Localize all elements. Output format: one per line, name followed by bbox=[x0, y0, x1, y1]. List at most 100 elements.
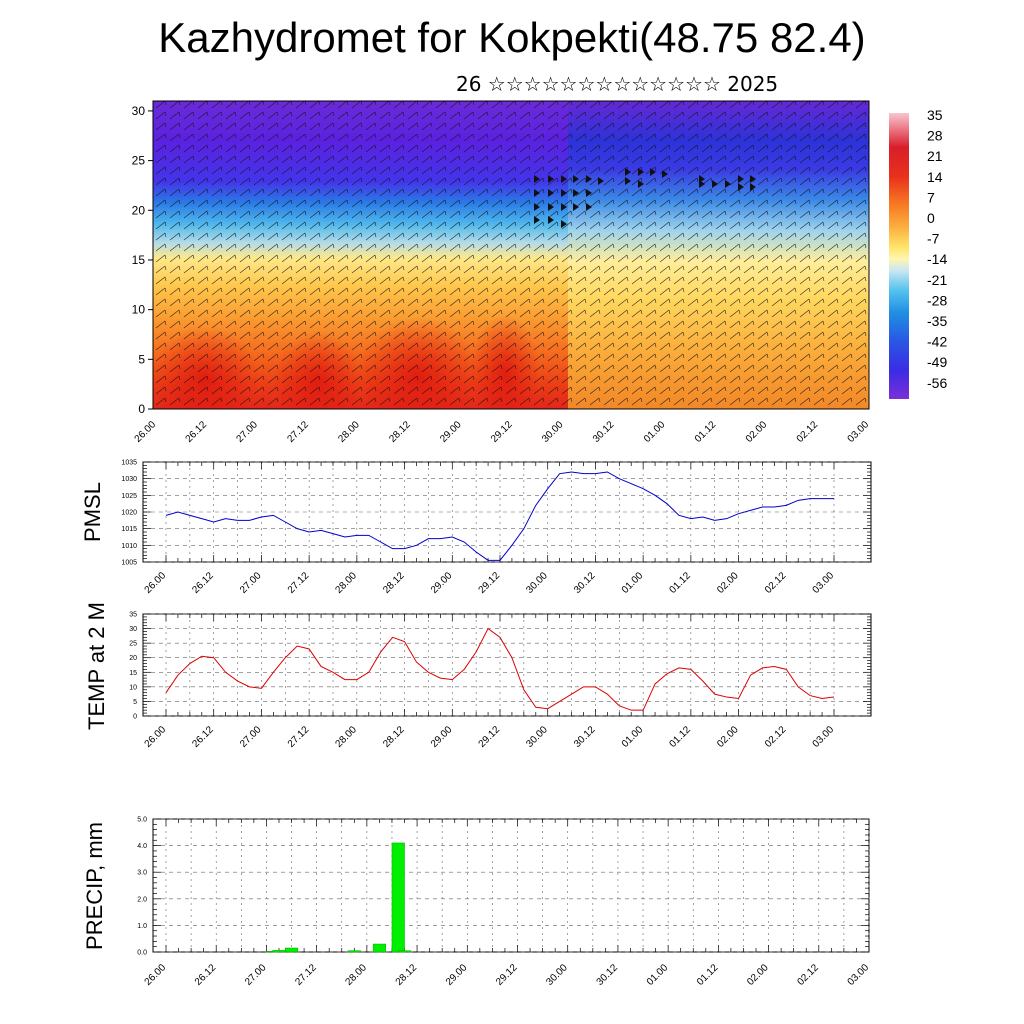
heatmap-ytick-label: 30 bbox=[132, 104, 146, 118]
temp-xtick-label: 30.00 bbox=[524, 724, 550, 750]
colorbar-label: -49 bbox=[927, 354, 947, 370]
heatmap-y-axis: 0 5 10 15 20 25 30 bbox=[132, 104, 153, 416]
pmsl-xtick-label: 29.12 bbox=[477, 570, 503, 596]
heatmap-xtick-label: 29.12 bbox=[489, 419, 515, 445]
temp-ytick-label: 20 bbox=[129, 655, 137, 662]
temp-ytick-label: 5 bbox=[133, 699, 137, 706]
heatmap-xtick-label: 28.12 bbox=[387, 419, 413, 445]
colorbar-label: 28 bbox=[927, 128, 943, 144]
temp-xtick-label: 27.00 bbox=[238, 724, 264, 750]
precip-ytick-label: 5.0 bbox=[137, 817, 147, 824]
heatmap-ytick-label: 0 bbox=[138, 402, 145, 416]
pmsl-xtick-label: 27.00 bbox=[238, 570, 264, 596]
wind-flag-mark bbox=[561, 189, 567, 197]
heatmap-xtick-label: 28.00 bbox=[336, 419, 362, 445]
pmsl-xtick-label: 30.00 bbox=[524, 570, 550, 596]
heatmap-ytick-label: 15 bbox=[132, 253, 146, 267]
heatmap-xtick-label: 03.00 bbox=[846, 419, 872, 445]
precip-xtick-label: 28.00 bbox=[344, 962, 370, 988]
temp-ylabel: TEMP at 2 M bbox=[84, 602, 109, 730]
precip-bar bbox=[391, 842, 405, 953]
heatmap-xtick-label: 30.00 bbox=[540, 419, 566, 445]
temp-frame bbox=[142, 613, 872, 717]
precip-bar bbox=[372, 943, 386, 953]
colorbar-strip bbox=[889, 113, 909, 399]
chart-title: Kazhydromet for Kokpekti(48.75 82.4) bbox=[158, 14, 866, 61]
pmsl-ytick-label: 1030 bbox=[121, 476, 137, 483]
pmsl-ylabel: PMSL bbox=[80, 482, 105, 542]
colorbar-label: -56 bbox=[927, 375, 947, 391]
temp-xtick-label: 30.12 bbox=[572, 724, 598, 750]
temp-xtick-label: 03.00 bbox=[811, 724, 837, 750]
temp-panel: 0 5 10 15 20 25 30 35 26.00 26.12 27.00 27.12 28.00… bbox=[84, 602, 872, 750]
temp-ytick-label: 35 bbox=[129, 612, 137, 619]
colorbar-label: 14 bbox=[927, 169, 943, 185]
temp-xtick-label: 28.00 bbox=[334, 724, 360, 750]
heatmap-xtick-label: 30.12 bbox=[591, 419, 617, 445]
wind-flag-mark bbox=[662, 170, 668, 178]
precip-xtick-label: 02.00 bbox=[745, 962, 771, 988]
pmsl-grid bbox=[143, 461, 871, 563]
temp-xtick-label: 26.12 bbox=[190, 724, 216, 750]
colorbar-label: 7 bbox=[927, 189, 935, 205]
pmsl-ytick-label: 1020 bbox=[121, 510, 137, 517]
heatmap-xtick-label: 27.00 bbox=[235, 419, 261, 445]
pmsl-y-axis: 1005 1010 1015 1020 1025 1030 1035 bbox=[121, 460, 137, 567]
wind-flag-mark bbox=[625, 177, 631, 185]
wind-flag-mark bbox=[548, 175, 554, 183]
colorbar-label: 0 bbox=[927, 210, 935, 226]
heatmap-xtick-label: 27.12 bbox=[285, 419, 311, 445]
temp-ytick-label: 10 bbox=[129, 684, 137, 691]
pmsl-xtick-label: 29.00 bbox=[429, 570, 455, 596]
pmsl-xtick-label: 02.00 bbox=[715, 570, 741, 596]
pmsl-xtick-label: 30.12 bbox=[572, 570, 598, 596]
wind-flag-mark bbox=[534, 203, 540, 211]
wind-flag-mark bbox=[573, 203, 579, 211]
precip-xtick-label: 26.12 bbox=[193, 962, 219, 988]
precip-ytick-label: 1.0 bbox=[137, 923, 147, 930]
precip-ytick-label: 0.0 bbox=[137, 950, 147, 957]
temp-grid bbox=[143, 613, 871, 717]
heatmap-xtick-label: 02.12 bbox=[795, 419, 821, 445]
wind-flag-mark bbox=[534, 175, 540, 183]
wind-flag-mark bbox=[638, 168, 644, 176]
wind-flag-mark bbox=[534, 216, 540, 224]
precip-frame bbox=[152, 818, 870, 953]
temp-xtick-label: 02.12 bbox=[763, 724, 789, 750]
heatmap-xtick-label: 02.00 bbox=[744, 419, 770, 445]
colorbar-label: -35 bbox=[927, 313, 947, 329]
wind-flag-mark bbox=[561, 175, 567, 183]
colorbar: 35 28 21 14 7 0 -7 -14 -21 -28 -35 -42 -49 -56 bbox=[889, 107, 947, 399]
wind-flag-mark bbox=[561, 220, 567, 228]
wind-flag-mark bbox=[548, 203, 554, 211]
precip-xtick-label: 03.00 bbox=[846, 962, 872, 988]
pmsl-xtick-label: 28.12 bbox=[381, 570, 407, 596]
precip-xtick-label: 30.12 bbox=[595, 962, 621, 988]
precip-bar bbox=[272, 950, 286, 953]
pmsl-ytick-label: 1035 bbox=[121, 460, 137, 467]
heatmap-x-axis: 26.00 26.12 27.00 27.12 28.00 28.12 29.00 29.12… bbox=[133, 419, 872, 445]
precip-xtick-label: 29.00 bbox=[444, 962, 470, 988]
heatmap-ytick-label: 20 bbox=[132, 203, 146, 217]
pmsl-xtick-label: 28.00 bbox=[334, 570, 360, 596]
pmsl-x-axis: 26.00 26.12 27.00 27.12 28.00 28.12 29.00 29.12… bbox=[143, 570, 837, 596]
precip-bars bbox=[266, 842, 412, 953]
precip-xtick-label: 28.12 bbox=[394, 962, 420, 988]
temp-xtick-label: 29.00 bbox=[429, 724, 455, 750]
heatmap-ytick-label: 25 bbox=[132, 154, 146, 168]
pmsl-xtick-label: 01.00 bbox=[620, 570, 646, 596]
precip-xtick-label: 26.00 bbox=[143, 962, 169, 988]
precip-xtick-label: 02.12 bbox=[795, 962, 821, 988]
temp-y-axis: 0 5 10 15 20 25 30 35 bbox=[129, 612, 137, 721]
wind-flag-mark bbox=[573, 175, 579, 183]
wind-flag-mark bbox=[712, 180, 718, 188]
wind-flag-mark bbox=[548, 189, 554, 197]
precip-y-axis: 0.0 1.0 2.0 3.0 4.0 5.0 bbox=[137, 817, 147, 957]
temp-series-line bbox=[165, 627, 835, 711]
pmsl-xtick-label: 01.12 bbox=[668, 570, 694, 596]
wind-vectors bbox=[153, 101, 869, 409]
heatmap-xtick-label: 01.12 bbox=[693, 419, 719, 445]
colorbar-label: -21 bbox=[927, 272, 947, 288]
temp-xtick-label: 28.12 bbox=[381, 724, 407, 750]
precip-ylabel: PRECIP, mm bbox=[82, 822, 107, 950]
